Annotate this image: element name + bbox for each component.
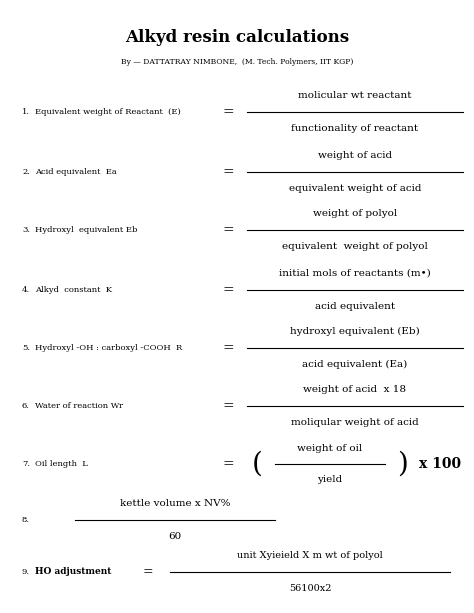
Text: =: =: [222, 223, 234, 237]
Text: weight of polyol: weight of polyol: [313, 209, 397, 218]
Text: x 100: x 100: [419, 457, 461, 471]
Text: Alkyd  constant  K: Alkyd constant K: [35, 286, 112, 294]
Text: =: =: [222, 399, 234, 413]
Text: Equivalent weight of Reactant  (E): Equivalent weight of Reactant (E): [35, 108, 181, 116]
Text: equivalent weight of acid: equivalent weight of acid: [289, 184, 421, 193]
Text: Alkyd resin calculations: Alkyd resin calculations: [125, 29, 349, 47]
Text: Acid equivalent  Ea: Acid equivalent Ea: [35, 168, 117, 176]
Text: weight of acid  x 18: weight of acid x 18: [303, 385, 407, 394]
Text: Oil length  L: Oil length L: [35, 460, 88, 468]
Text: HO adjustment: HO adjustment: [35, 568, 111, 576]
Text: weight of oil: weight of oil: [297, 444, 363, 453]
Text: 8.: 8.: [22, 516, 30, 524]
Text: unit Xyieield X m wt of polyol: unit Xyieield X m wt of polyol: [237, 551, 383, 560]
Text: acid equivalent: acid equivalent: [315, 302, 395, 311]
Text: molicular wt reactant: molicular wt reactant: [298, 91, 412, 100]
Text: =: =: [222, 283, 234, 297]
Text: 9.: 9.: [22, 568, 30, 576]
Text: 60: 60: [168, 532, 182, 541]
Text: acid equivalent (Ea): acid equivalent (Ea): [302, 360, 408, 369]
Text: kettle volume x NV%: kettle volume x NV%: [120, 499, 230, 508]
Text: (: (: [252, 451, 263, 478]
Text: By — DATTATRAY NIMBONE,  (M. Tech. Polymers, IIT KGP): By — DATTATRAY NIMBONE, (M. Tech. Polyme…: [121, 58, 353, 66]
Text: 6.: 6.: [22, 402, 30, 410]
Text: =: =: [222, 165, 234, 179]
Text: 5.: 5.: [22, 344, 30, 352]
Text: Hydroxyl  equivalent Eb: Hydroxyl equivalent Eb: [35, 226, 137, 234]
Text: initial mols of reactants (m•): initial mols of reactants (m•): [279, 269, 431, 278]
Text: 4.: 4.: [22, 286, 30, 294]
Text: Hydroxyl -OH : carboxyl -COOH  R: Hydroxyl -OH : carboxyl -COOH R: [35, 344, 182, 352]
Text: =: =: [222, 341, 234, 355]
Text: yield: yield: [318, 475, 343, 484]
Text: 7.: 7.: [22, 460, 30, 468]
Text: weight of acid: weight of acid: [318, 151, 392, 160]
Text: hydroxyl equivalent (Eb): hydroxyl equivalent (Eb): [290, 327, 420, 336]
Text: Water of reaction Wr: Water of reaction Wr: [35, 402, 123, 410]
Text: ): ): [398, 451, 409, 478]
Text: =: =: [222, 457, 234, 471]
Text: =: =: [143, 566, 153, 579]
Text: 3.: 3.: [22, 226, 30, 234]
Text: equivalent  weight of polyol: equivalent weight of polyol: [282, 242, 428, 251]
Text: 56100x2: 56100x2: [289, 584, 331, 593]
Text: =: =: [222, 105, 234, 119]
Text: moliqular weight of acid: moliqular weight of acid: [291, 418, 419, 427]
Text: 2.: 2.: [22, 168, 30, 176]
Text: functionality of reactant: functionality of reactant: [292, 124, 419, 133]
Text: 1.: 1.: [22, 108, 30, 116]
